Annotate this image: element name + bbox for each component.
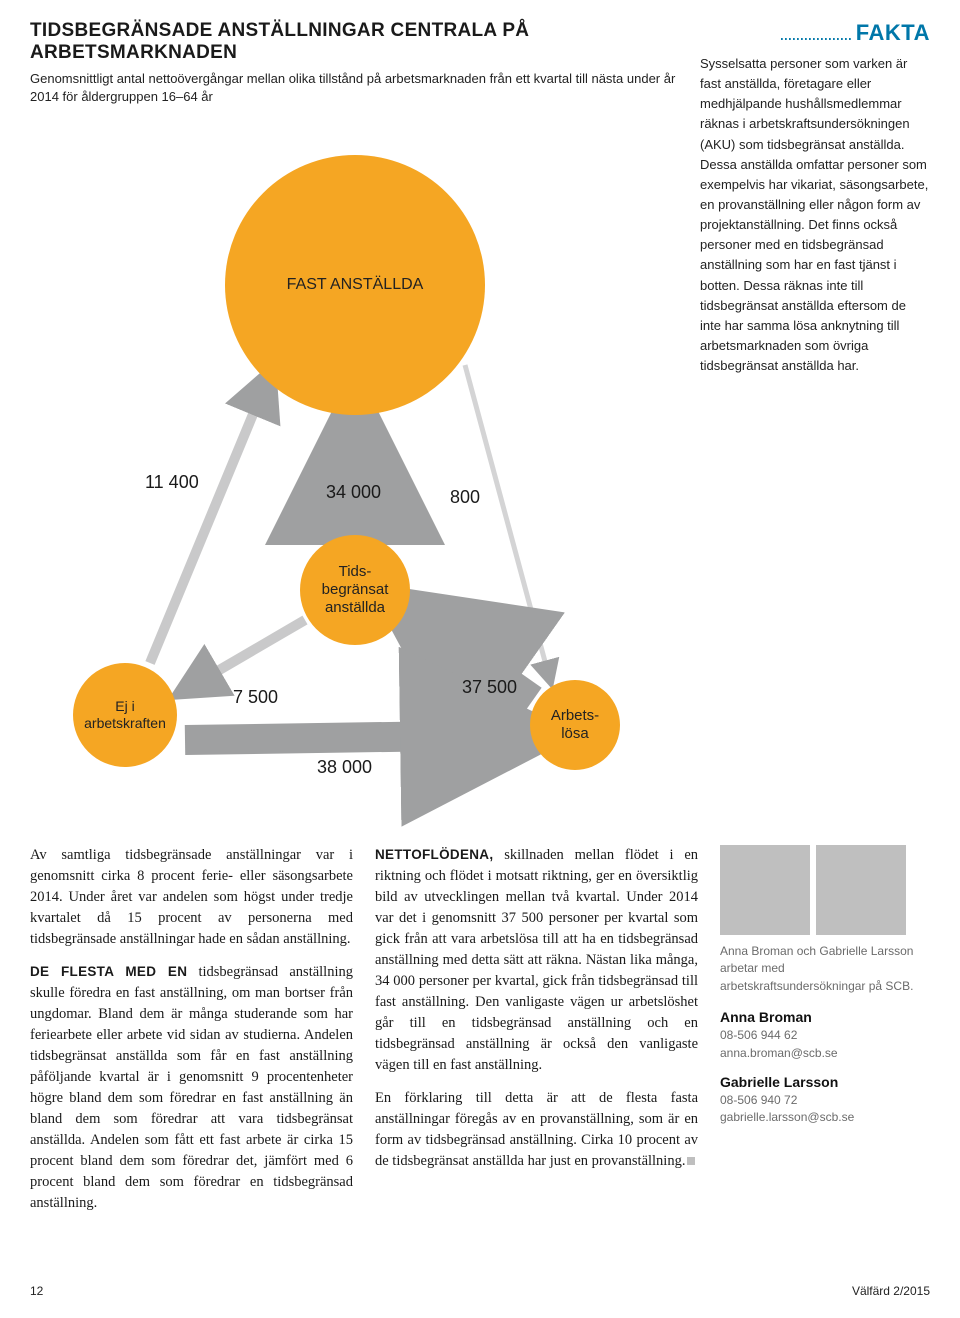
author-contact: 08-506 944 62 anna.broman@scb.se (720, 1027, 930, 1062)
article-paragraph: DE FLESTA MED EN tidsbegränsad anställni… (30, 962, 353, 1214)
author-phone: 08-506 940 72 (720, 1093, 797, 1107)
author-caption: Anna Broman och Gabrielle Larsson arbeta… (720, 943, 930, 995)
fakta-dots: .................. (779, 24, 851, 44)
lead-caps: NETTOFLÖDENA, (375, 847, 493, 862)
node-label: Tids- begränsat anställda (322, 563, 389, 617)
flow-label-7500: 7 500 (233, 687, 278, 708)
author-name: Anna Broman (720, 1009, 930, 1025)
author-photo (720, 845, 810, 935)
article-column-2: NETTOFLÖDENA, skillnaden mellan flödet i… (375, 845, 698, 1226)
article-paragraph: Av samtliga tidsbegränsade anställningar… (30, 845, 353, 950)
flow-label-37500: 37 500 (462, 677, 517, 698)
article-text: tidsbegränsad anställning skulle föredra… (30, 964, 353, 1211)
diagram-title: TIDSBEGRÄNSADE ANSTÄLLNINGAR CENTRALA PÅ… (30, 20, 680, 64)
author-phone: 08-506 944 62 (720, 1028, 797, 1042)
article-text: En förklaring till detta är att de flest… (375, 1090, 698, 1169)
article-column-1: Av samtliga tidsbegränsade anställningar… (30, 845, 353, 1226)
flow-diagram: FAST ANSTÄLLDA Tids- begränsat anställda… (30, 115, 680, 815)
node-label: FAST ANSTÄLLDA (287, 276, 424, 294)
node-tidsbegransat: Tids- begränsat anställda (300, 535, 410, 645)
node-ej-arbetskraften: Ej i arbetskraften (73, 663, 177, 767)
article-paragraph: En förklaring till detta är att de flest… (375, 1088, 698, 1172)
lead-caps: DE FLESTA MED EN (30, 964, 187, 979)
author-email: gabrielle.larsson@scb.se (720, 1110, 854, 1124)
flow-label-11400: 11 400 (145, 472, 199, 493)
flow-label-38000: 38 000 (317, 757, 372, 778)
author-contact: 08-506 940 72 gabrielle.larsson@scb.se (720, 1092, 930, 1127)
author-name: Gabrielle Larsson (720, 1074, 930, 1090)
fakta-body: Sysselsatta personer som varken är fast … (700, 54, 930, 376)
author-photo (816, 845, 906, 935)
node-label: Arbets- lösa (551, 707, 599, 743)
author-email: anna.broman@scb.se (720, 1046, 838, 1060)
node-arbetslosa: Arbets- lösa (530, 680, 620, 770)
flow-label-34000: 34 000 (326, 482, 381, 503)
fakta-heading: FAKTA (856, 20, 930, 45)
node-fast-anstallda: FAST ANSTÄLLDA (225, 155, 485, 415)
node-label: Ej i arbetskraften (84, 698, 166, 733)
diagram-subtitle: Genomsnittligt antal nettoövergångar mel… (30, 70, 680, 105)
flow-label-800: 800 (450, 487, 480, 508)
page-number: 12 (30, 1284, 43, 1298)
fakta-sidebar: .................. FAKTA Sysselsatta per… (700, 20, 930, 815)
author-sidebar: Anna Broman och Gabrielle Larsson arbeta… (720, 845, 930, 1226)
publication-label: Välfärd 2/2015 (852, 1284, 930, 1298)
article-paragraph: NETTOFLÖDENA, skillnaden mellan flödet i… (375, 845, 698, 1076)
article-text: skillnaden mellan flödet i en riktning o… (375, 847, 698, 1073)
end-marker-icon (687, 1157, 695, 1165)
